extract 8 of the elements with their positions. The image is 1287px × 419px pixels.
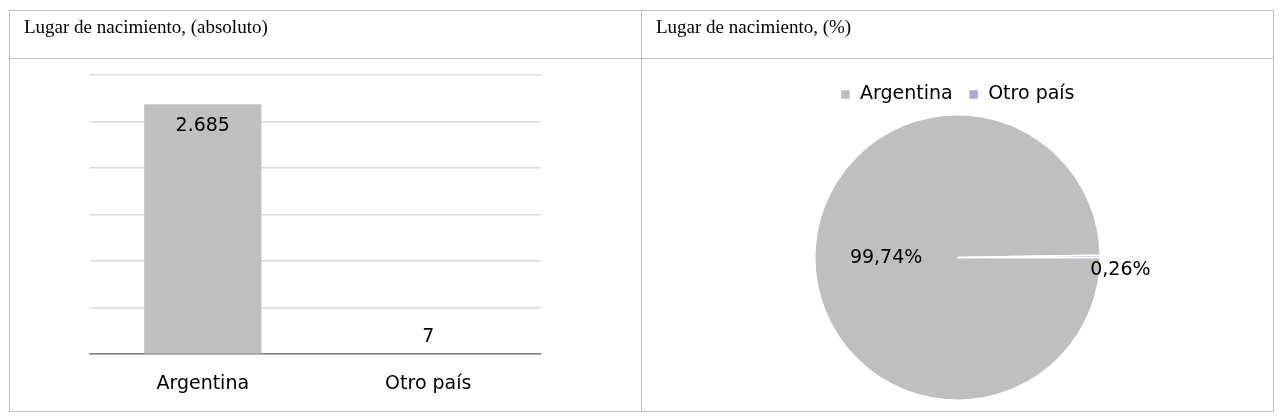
data-label: 99,74% xyxy=(849,245,923,268)
data-label: 7 xyxy=(422,324,435,347)
legend-label: Otro país xyxy=(988,81,1075,104)
chart-title: Lugar de nacimiento, (absoluto) xyxy=(9,10,642,59)
chart-title: Lugar de nacimiento, (%) xyxy=(641,10,1274,59)
data-label: 0,26% xyxy=(1090,257,1151,280)
legend-label: Argentina xyxy=(859,81,953,104)
data-label: 2.685 xyxy=(175,113,230,136)
